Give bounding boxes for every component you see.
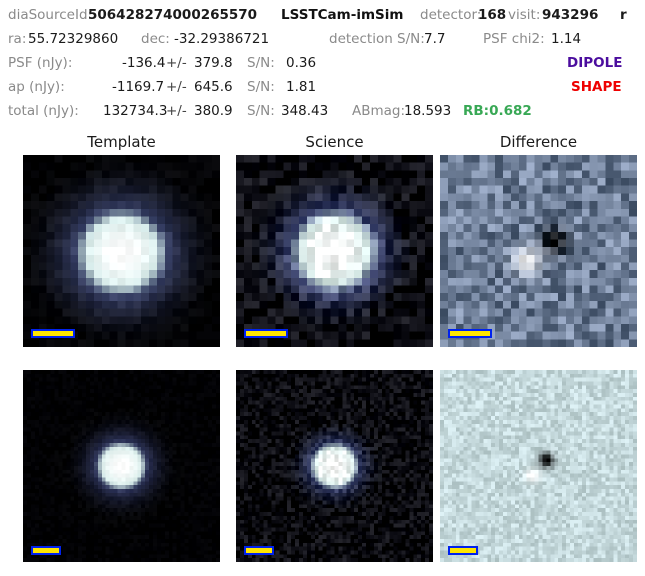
psf-snr-label: S/N: [247, 55, 275, 71]
panel-template-zoom-image [23, 155, 220, 347]
panel-difference-zoom-scalebar [448, 329, 492, 338]
psf-flux-pm: +/- [166, 55, 187, 71]
ap-flux-err: 645.6 [194, 79, 233, 95]
total-flux-value: 132734.3 [103, 103, 168, 119]
panel-difference-wide-scalebar [448, 546, 478, 555]
abmag-value: 18.593 [404, 103, 452, 119]
metadata-row-4: total (nJy): 132734.3 +/- 380.9 S/N: 348.43 AB… [0, 100, 645, 122]
ap-snr-label: S/N: [247, 79, 275, 95]
metadata-row-1: ra: 55.72329860 dec: -32.29386721 detection … [0, 28, 645, 50]
dec-value: -32.29386721 [174, 31, 270, 47]
diasourceid-label: diaSourceId: [8, 7, 93, 23]
panel-difference-zoom-image [440, 155, 637, 347]
panel-template-wide-image [23, 370, 220, 562]
panel-template-zoom-scalebar [31, 329, 75, 338]
detector-value: 168 [478, 7, 507, 23]
panel-science-zoom-scalebar [244, 329, 288, 338]
panel-difference-wide-image [440, 370, 637, 562]
column-title-difference: Difference [499, 133, 578, 151]
metadata-row-2: PSF (nJy): -136.4 +/- 379.8 S/N: 0.36 DIPOLE [0, 52, 645, 74]
metadata-row-3: ap (nJy): -1169.7 +/- 645.6 S/N: 1.81 SHAPE [0, 76, 645, 98]
ap-snr-value: 1.81 [286, 79, 317, 95]
total-flux-label: total (nJy): [8, 103, 79, 119]
ap-flux-pm: +/- [166, 79, 187, 95]
flag-shape: SHAPE [571, 79, 622, 95]
rb-value: RB:0.682 [463, 103, 532, 119]
ra-value: 55.72329860 [28, 31, 119, 47]
psf-flux-value: -136.4 [122, 55, 166, 71]
ra-label: ra: [8, 31, 27, 47]
metadata-row-0: diaSourceId: 506428274000265570 LSSTCam-im… [0, 4, 645, 26]
panel-template-zoom[interactable] [23, 155, 220, 347]
total-flux-pm: +/- [166, 103, 187, 119]
panel-difference-wide[interactable] [440, 370, 637, 562]
visit-label: visit: [508, 7, 541, 23]
psf-flux-label: PSF (nJy): [8, 55, 73, 71]
abmag-label: ABmag: [352, 103, 406, 119]
psf-chi2-value: 1.14 [551, 31, 582, 47]
panel-science-zoom-image [236, 155, 433, 347]
ap-flux-label: ap (nJy): [8, 79, 65, 95]
panel-template-wide-scalebar [31, 546, 61, 555]
total-snr-value: 348.43 [281, 103, 329, 119]
visit-value: 943296 [542, 7, 599, 23]
total-flux-err: 380.9 [194, 103, 233, 119]
panel-science-wide[interactable] [236, 370, 433, 562]
total-snr-label: S/N: [247, 103, 275, 119]
ap-flux-value: -1169.7 [112, 79, 165, 95]
psf-flux-err: 379.8 [194, 55, 233, 71]
detector-label: detector: [420, 7, 482, 23]
dec-label: dec: [141, 31, 170, 47]
panel-science-zoom[interactable] [236, 155, 433, 347]
diasourceid-value: 506428274000265570 [88, 7, 258, 23]
panel-science-wide-image [236, 370, 433, 562]
psf-chi2-label: PSF chi2: [483, 31, 545, 47]
metadata-header: diaSourceId: 506428274000265570 LSSTCam-im… [0, 0, 645, 128]
column-title-template: Template [87, 133, 156, 151]
psf-snr-value: 0.36 [286, 55, 317, 71]
detection-snr-value: 7.7 [424, 31, 446, 47]
panel-template-wide[interactable] [23, 370, 220, 562]
flag-dipole: DIPOLE [567, 55, 623, 71]
band-value: r [620, 7, 627, 23]
instrument-name: LSSTCam-imSim [281, 7, 404, 23]
panel-difference-zoom[interactable] [440, 155, 637, 347]
panel-science-wide-scalebar [244, 546, 274, 555]
detection-snr-label: detection S/N: [329, 31, 425, 47]
column-title-science: Science [305, 133, 364, 151]
